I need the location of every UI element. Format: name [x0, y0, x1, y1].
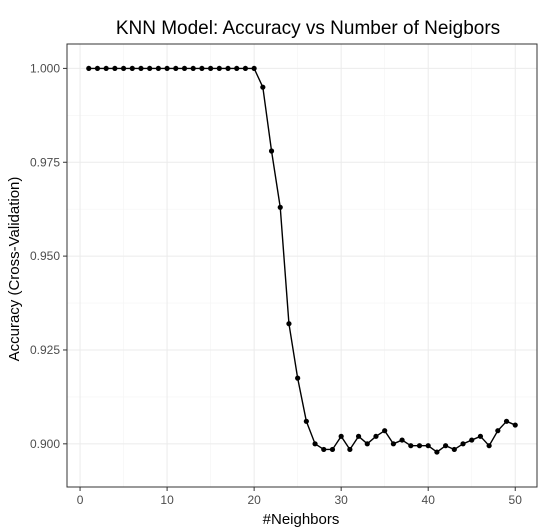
- data-point: [338, 433, 344, 439]
- x-tick-label: 0: [77, 493, 84, 507]
- data-point: [303, 418, 309, 424]
- data-point: [286, 321, 292, 327]
- data-point: [321, 446, 327, 453]
- data-point: [416, 443, 423, 449]
- y-axis-label: Accuracy (Cross-Validation): [6, 177, 23, 362]
- data-point: [190, 65, 196, 72]
- x-tick-label: 10: [160, 493, 174, 507]
- series-line: [88, 67, 516, 453]
- data-point: [460, 441, 466, 447]
- y-axis: 0.900 0.925 0.950 0.975 1.000: [30, 61, 67, 451]
- data-point: [112, 65, 118, 72]
- data-point: [503, 418, 510, 424]
- data-point: [399, 437, 405, 443]
- data-point: [208, 65, 214, 72]
- data-point: [260, 84, 266, 90]
- data-point: [225, 65, 231, 72]
- data-point: [512, 422, 518, 428]
- data-point: [373, 433, 379, 439]
- data-point: [216, 65, 222, 72]
- data-point: [495, 428, 501, 434]
- data-point: [408, 443, 414, 449]
- data-point: [295, 375, 301, 381]
- x-axis-label: #Neighbors: [263, 511, 340, 528]
- data-point: [329, 446, 336, 453]
- data-point: [86, 65, 92, 72]
- x-tick-label: 20: [247, 493, 261, 507]
- y-tick-label: 0.975: [30, 155, 60, 169]
- data-point: [434, 449, 440, 455]
- data-point: [251, 65, 257, 72]
- data-point: [199, 65, 205, 72]
- y-tick-label: 1.000: [30, 61, 60, 75]
- x-axis: 0 10 20 30 40 50: [77, 487, 523, 507]
- chart-title: KNN Model: Accuracy vs Number of Neigbor…: [116, 18, 500, 39]
- data-point: [242, 65, 249, 72]
- data-point: [173, 65, 179, 72]
- plot-panel: [66, 43, 538, 488]
- data-point: [486, 443, 492, 449]
- y-tick-label: 0.950: [30, 249, 60, 263]
- data-point: [129, 65, 135, 72]
- data-point: [94, 65, 101, 72]
- data-point: [181, 65, 188, 72]
- data-point: [469, 437, 475, 443]
- data-point: [364, 441, 370, 447]
- data-point: [164, 65, 170, 72]
- data-points: [86, 65, 518, 455]
- data-point: [277, 204, 283, 210]
- data-point: [312, 441, 318, 447]
- x-tick-label: 30: [334, 493, 348, 507]
- data-point: [147, 65, 153, 72]
- data-point: [425, 443, 431, 449]
- data-point: [120, 65, 127, 72]
- data-point: [347, 446, 353, 453]
- x-tick-label: 50: [509, 493, 523, 507]
- grid: [67, 44, 537, 487]
- data-point: [234, 65, 240, 72]
- data-point: [390, 441, 396, 447]
- x-tick-label: 40: [422, 493, 436, 507]
- data-point: [268, 148, 275, 154]
- data-point: [451, 446, 457, 453]
- data-point: [355, 433, 362, 439]
- data-point: [138, 65, 144, 72]
- y-tick-label: 0.900: [30, 437, 60, 451]
- data-point: [382, 428, 388, 434]
- data-point: [477, 433, 484, 439]
- y-tick-label: 0.925: [30, 343, 60, 357]
- data-point: [155, 65, 161, 72]
- data-point: [103, 65, 109, 72]
- data-point: [443, 443, 449, 449]
